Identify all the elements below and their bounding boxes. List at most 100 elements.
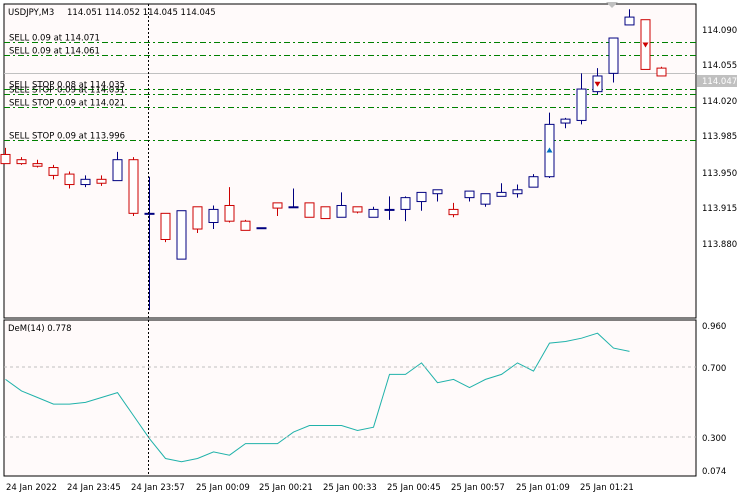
candle [432,189,443,202]
price-axis-label: 113.880 [702,240,737,250]
order-label: SELL STOP 0.09 at 113.996 [9,132,125,142]
current-price-label: 114.047 [702,77,737,87]
candle [224,187,235,223]
candle [448,202,459,218]
candle-body [560,118,571,124]
candle-body [64,173,75,186]
candle-body [288,206,299,209]
candle [368,206,379,218]
candle [352,206,363,214]
indicator-panel[interactable] [3,319,697,477]
candle-body [432,189,443,195]
candle-body [48,167,59,176]
indicator-axis-label: 0.700 [702,364,726,374]
candle-body [304,202,315,218]
candle-body [144,212,155,215]
candle [656,66,667,77]
current-price-tag [697,75,737,87]
price-axis-label: 114.055 [702,61,737,71]
candle [0,147,11,165]
candle-body [512,189,523,195]
candle-body [80,178,91,186]
candle [416,191,427,211]
candle [400,196,411,222]
candle [528,174,539,188]
candle-body [368,208,379,218]
candle [80,175,91,188]
time-axis-label: 24 Jan 23:45 [67,483,121,493]
time-axis-label: 25 Jan 00:21 [259,483,313,493]
price-axis-label: 113.985 [702,132,737,142]
time-axis-label: 24 Jan 23:57 [131,483,185,493]
candle-body [128,159,139,214]
indicator-axis-label: 0.960 [702,322,726,332]
candle [160,212,171,243]
candles-layer [0,9,667,311]
sell-arrow-icon [594,81,601,87]
order-label: SELL STOP 0.08 at 114.035 [9,81,125,91]
indicator-axis: 0.960 0.700 0.300 0.074 [702,322,726,477]
price-panel[interactable] [3,3,697,319]
time-axis-label: 25 Jan 00:57 [451,483,505,493]
candle [272,202,283,216]
candle-body [608,37,619,74]
candle-body [0,153,11,165]
price-axis-label: 113.915 [702,204,737,214]
order-label: SELL STOP 0.09 at 114.021 [9,99,125,109]
orders-layer: SELL 0.09 at 114.071 SELL 0.09 at 114.061… [4,34,696,142]
candle-body [400,197,411,210]
candle-body [320,206,331,220]
candle [64,171,75,189]
candle-body [160,212,171,240]
candle-body [464,190,475,199]
buy-arrow-icon [546,147,553,153]
candle-body [448,208,459,216]
candle-body [656,67,667,77]
time-axis: 24 Jan 2022 24 Jan 23:45 24 Jan 23:57 25… [6,483,634,493]
price-axis-label: 114.090 [702,26,737,36]
candle [240,219,251,231]
candle-body [240,220,251,231]
candle [16,157,27,165]
candle [336,192,347,218]
candle [496,183,507,197]
price-axis-label: 114.020 [702,97,737,107]
candle [192,206,203,233]
order-label: SELL 0.09 at 114.071 [9,34,100,44]
candle [48,164,59,180]
order-label: SELL 0.09 at 114.061 [9,47,100,57]
candle-body [176,210,187,260]
candle [624,9,635,26]
candle-body [384,208,395,211]
candle-body [32,163,43,167]
indicator-axis-label: 0.074 [702,467,726,477]
candle [464,190,475,202]
candle-body [480,193,491,205]
candle [96,175,107,186]
candle [112,151,123,182]
symbol-label: USDJPY,M3 [8,8,54,18]
candle-body [272,202,283,209]
time-axis-label: 25 Jan 01:09 [516,483,570,493]
candle-body [224,204,235,222]
candle [288,188,299,209]
time-axis-label: 25 Jan 01:21 [580,483,634,493]
candle-body [96,178,107,184]
candle-body [336,204,347,218]
candle [176,210,187,260]
candle-body [576,88,587,121]
candle [256,227,267,230]
dem-series-line [5,332,630,463]
price-axis-label: 113.950 [702,169,737,179]
candle [144,176,155,311]
price-axis: 114.090 114.055 114.020 113.985 113.950 … [702,26,737,250]
candle-body [352,206,363,213]
candle-body [112,159,123,182]
scroll-arrow-icon[interactable] [606,2,618,8]
candle [320,206,331,220]
candle-body [192,206,203,230]
candle [480,193,491,207]
indicator-axis-label: 0.300 [702,434,726,444]
candle [384,196,395,220]
